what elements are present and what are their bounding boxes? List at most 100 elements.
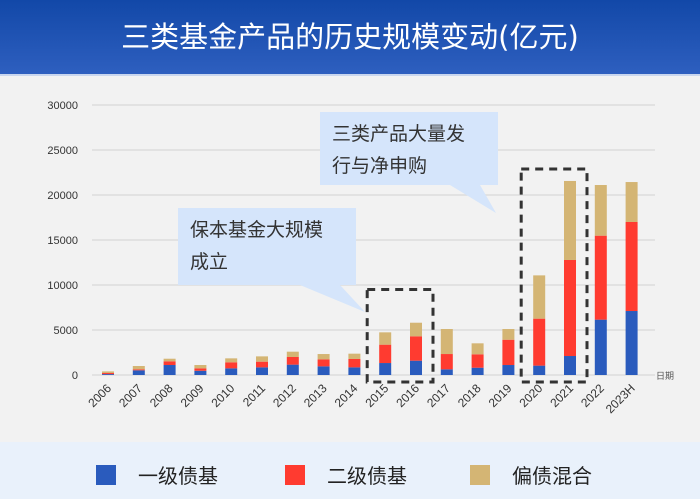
- bar-segment: [502, 329, 515, 340]
- bar-segment: [348, 358, 361, 368]
- bar-segment: [132, 366, 145, 370]
- bar-segment: [102, 371, 114, 374]
- bar-segment: [471, 354, 484, 368]
- legend-swatch: [285, 464, 305, 485]
- bar-segment: [594, 319, 607, 375]
- x-tick-label: 2011: [240, 381, 268, 409]
- bar-segment: [317, 354, 330, 360]
- bar-segment: [256, 361, 268, 368]
- bar-segment: [194, 365, 207, 369]
- annotation-line: 三类产品大量发: [332, 123, 466, 145]
- x-tick-label: 2016: [393, 381, 422, 410]
- y-tick-label: 5000: [54, 325, 78, 337]
- bar-segment: [163, 358, 176, 362]
- annotation-callout-2020-2021: 三类产品大量发 行与净申购: [320, 112, 498, 185]
- legend-item: 一级债基: [96, 460, 218, 489]
- bar-segment: [564, 356, 576, 375]
- x-tick-label: 2023H: [603, 381, 638, 416]
- bar-segment: [286, 364, 299, 375]
- bar-segment: [502, 365, 515, 375]
- x-tick-label: 2010: [209, 381, 238, 410]
- legend-label: 二级债基: [327, 464, 407, 488]
- y-tick-label: 0: [72, 370, 78, 382]
- bar-segment: [564, 259, 576, 357]
- y-tick-label: 15000: [47, 235, 78, 247]
- legend-label: 偏债混合: [512, 464, 592, 488]
- highlight-box: [365, 288, 435, 384]
- chart-title: 三类基金产品的历史规模变动(亿元): [0, 0, 700, 76]
- x-tick-label: 2021: [547, 381, 576, 410]
- y-tick-label: 25000: [47, 145, 78, 157]
- legend-label: 一级债基: [138, 464, 218, 488]
- bar-segment: [410, 336, 422, 361]
- callout-pointer: [450, 185, 496, 213]
- bar-segment: [317, 366, 330, 375]
- x-tick-label: 2012: [270, 381, 299, 410]
- bar-segment: [471, 367, 484, 375]
- bar-segment: [163, 365, 176, 375]
- bar-segment: [286, 351, 299, 357]
- bar-segment: [317, 359, 330, 367]
- bar-segment: [533, 275, 546, 319]
- bar-segment: [625, 311, 638, 375]
- legend-item: 二级债基: [285, 460, 407, 489]
- annotation-line: 保本基金大规模: [190, 219, 324, 241]
- bar-segment: [194, 368, 207, 371]
- bar-segment: [440, 329, 453, 355]
- highlight-box: [519, 167, 589, 384]
- bar-segment: [225, 358, 238, 363]
- bar-segment: [471, 343, 484, 355]
- bar-segment: [379, 332, 392, 345]
- bar-segment: [564, 180, 576, 260]
- x-tick-label: 2008: [147, 381, 176, 410]
- legend-swatch: [96, 464, 116, 485]
- x-tick-label: 2014: [332, 381, 361, 410]
- bar-segment: [102, 373, 114, 375]
- bar-segment: [286, 357, 299, 365]
- y-tick-label: 10000: [47, 280, 78, 292]
- bar-segment: [625, 182, 638, 222]
- bar-segment: [440, 354, 453, 370]
- bar-segment: [533, 365, 546, 375]
- bar-segment: [348, 353, 361, 359]
- callout-pointer: [300, 285, 365, 312]
- x-tick-label: 2013: [301, 381, 330, 410]
- annotation-line: 行与净申购: [332, 155, 428, 177]
- x-tick-label: 2017: [424, 381, 453, 410]
- annotation-callout-2015-2016: 保本基金大规模 成立: [178, 208, 356, 285]
- bar-segment: [194, 370, 207, 375]
- x-tick-label: 2006: [85, 381, 114, 410]
- bar-segment: [410, 360, 422, 375]
- bar-segment: [102, 374, 114, 375]
- bar-segment: [594, 235, 607, 320]
- bar-segment: [163, 361, 176, 366]
- bar-segment: [132, 369, 145, 371]
- x-tick-label: 2009: [178, 381, 207, 410]
- bar-segment: [225, 362, 238, 369]
- legend: 一级债基 二级债基 偏债混合: [0, 442, 700, 499]
- bar-segment: [379, 344, 392, 364]
- bar-segment: [256, 356, 268, 362]
- x-tick-label: 2019: [486, 381, 515, 410]
- x-tick-label: 2018: [455, 381, 484, 410]
- bar-segment: [256, 367, 268, 375]
- bar-segment: [348, 367, 361, 375]
- bar-segment: [594, 185, 607, 236]
- x-axis-label: 日期: [656, 371, 674, 382]
- y-tick-label: 30000: [47, 100, 78, 112]
- x-tick-label: 2015: [363, 381, 392, 410]
- bar-segment: [625, 222, 638, 312]
- bar-segment: [132, 370, 145, 375]
- bar-segment: [225, 368, 238, 375]
- bar-segment: [379, 363, 392, 375]
- x-tick-label: 2020: [517, 381, 546, 410]
- bar-segment: [410, 322, 422, 337]
- x-tick-label: 2007: [116, 381, 145, 410]
- bar-segment: [502, 339, 515, 366]
- legend-swatch: [470, 464, 490, 485]
- bar-segment: [440, 369, 453, 375]
- y-tick-label: 20000: [47, 190, 78, 202]
- legend-item: 偏债混合: [470, 460, 592, 489]
- annotation-line: 成立: [190, 251, 229, 273]
- bar-segment: [533, 318, 546, 366]
